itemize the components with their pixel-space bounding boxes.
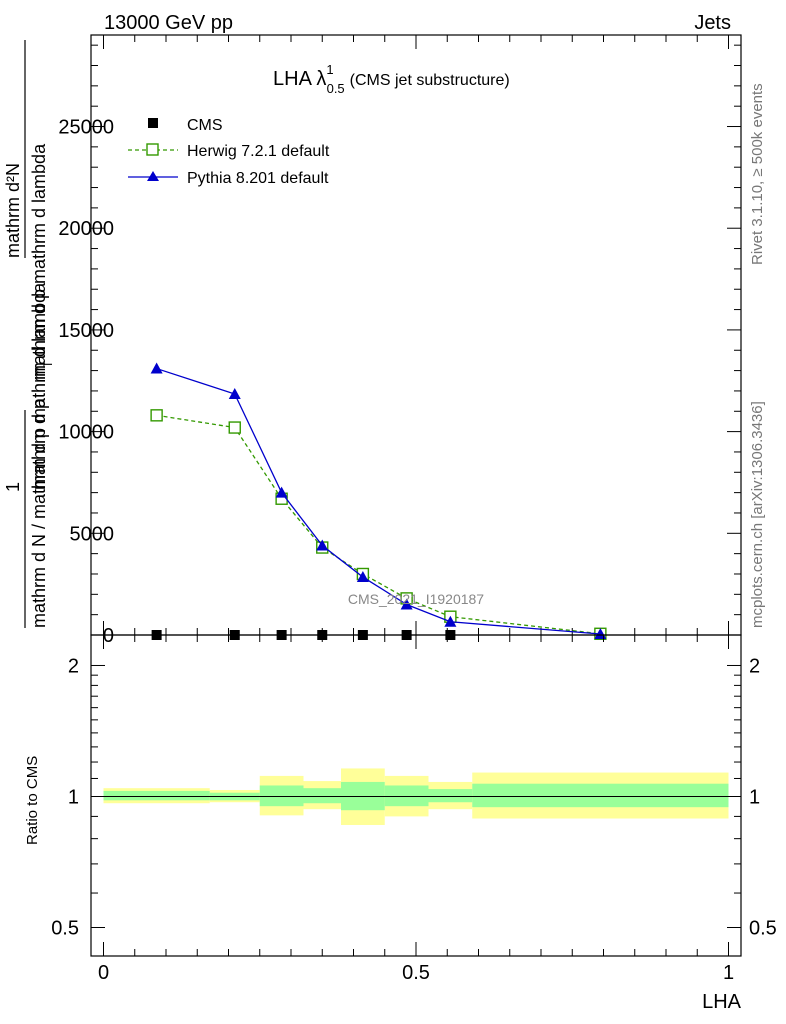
main-ylabel: mathrm d²N mathrm d p mathrm d lambda ma… [3, 40, 55, 628]
main-ytick-label: 10000 [58, 422, 114, 444]
header-process: Jets [694, 12, 731, 34]
ratio-stat-band [428, 789, 473, 803]
series-line-2 [156, 367, 601, 635]
pythia-point [316, 539, 329, 551]
ratio-ylabel: Ratio to CMS [24, 756, 41, 845]
legend-pythia-label: Pythia 8.201 default [187, 170, 329, 187]
herwig-point [150, 409, 163, 422]
herwig-point [228, 421, 241, 434]
header-energy: 13000 GeV pp [104, 12, 233, 34]
legend-herwig-marker [146, 143, 159, 156]
ratio-stat-band [259, 785, 304, 807]
title-sup: 1 [326, 62, 333, 77]
ratio-frame [90, 634, 742, 957]
pythia-point [444, 615, 457, 627]
pythia-point [400, 598, 413, 610]
legend: CMS Herwig 7.2.1 default Pythia 8.201 de… [128, 117, 330, 187]
analysis-watermark: CMS_2021_I1920187 [348, 591, 484, 607]
main-axis-ticks: 0 5000 10000 15000 20000 25000 [58, 35, 741, 647]
ratio-axis-ticks: 0.5 0.5 1 1 2 2 0 0.5 1 [51, 635, 777, 984]
ratio-ytick-label-right: 1 [749, 786, 760, 808]
title-extra: (CMS jet substructure) [350, 72, 510, 89]
ratio-ytick-label: 1 [68, 786, 79, 808]
pythia-point [356, 571, 369, 583]
pythia-point [275, 486, 288, 498]
ratio-stat-band [303, 788, 341, 804]
ratio-xtick-label: 1 [723, 962, 734, 984]
rivet-version-label: Rivet 3.1.10, ≥ 500k events [749, 83, 766, 265]
ylabel-top2: mathrm d p mathrm d lambda [29, 143, 49, 380]
ylabel-t-sub: T [41, 360, 55, 368]
ratio-stat-band [103, 790, 210, 801]
ratio-stat-band [384, 785, 429, 807]
legend-herwig-label: Herwig 7.2.1 default [187, 143, 330, 160]
ylabel-bottom: mathrm d N / mathrm d p mathrm d lambda [29, 282, 49, 628]
main-ytick-label: 0 [103, 625, 114, 647]
legend-pythia-marker [147, 171, 159, 181]
ratio-xtick-label: 0.5 [402, 962, 430, 984]
ratio-stat-band [472, 783, 729, 808]
title-sub: 0.5 [327, 81, 345, 96]
plot-title: LHA λ1 0.5 (CMS jet substructure) [273, 62, 510, 96]
ratio-ytick-label-right: 2 [749, 655, 760, 677]
pythia-point [150, 362, 163, 374]
ylabel-mid: mathrm d p [29, 399, 49, 490]
main-ytick-label: 25000 [58, 117, 114, 139]
ylabel-one: 1 [3, 482, 23, 492]
ylabel-top: mathrm d²N [3, 163, 23, 258]
ratio-ytick-label-right: 0.5 [749, 917, 777, 939]
pythia-point [228, 387, 241, 399]
legend-cms-label: CMS [187, 117, 223, 134]
ratio-ytick-label: 2 [68, 655, 79, 677]
main-ytick-label: 20000 [58, 218, 114, 240]
main-ytick-label: 5000 [70, 523, 115, 545]
ratio-xtick-label: 0 [98, 962, 109, 984]
main-ytick-label: 15000 [58, 320, 114, 342]
legend-cms-marker [148, 118, 158, 128]
ratio-ytick-label: 0.5 [51, 917, 79, 939]
title-main: LHA λ [273, 68, 326, 90]
x-axis-label: LHA [702, 991, 742, 1013]
mcplots-label: mcplots.cern.ch [arXiv:1306.3436] [749, 401, 766, 628]
ratio-panel: 0.5 0.5 1 1 2 2 0 0.5 1 Ratio to CMS LHA [24, 634, 777, 1013]
